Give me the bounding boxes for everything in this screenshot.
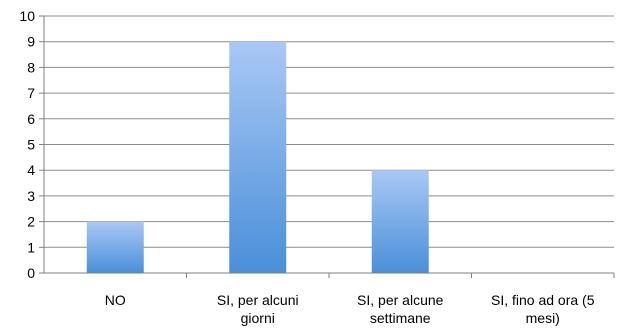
x-category-label: NO: [105, 292, 126, 308]
y-tick-label: 1: [27, 239, 35, 255]
x-category-label-line: SI, per alcuni: [217, 292, 299, 308]
y-tick-label: 6: [27, 111, 35, 127]
x-category-label-line: NO: [105, 292, 126, 308]
bar: [371, 170, 429, 273]
y-tick-label: 4: [27, 162, 35, 178]
y-tick-label: 5: [27, 137, 35, 153]
y-tick-label: 10: [19, 8, 35, 24]
y-tick-label: 9: [27, 34, 35, 50]
x-category-label-line: giorni: [241, 310, 275, 326]
y-tick-label: 2: [27, 214, 35, 230]
x-category-label-line: SI, per alcune: [357, 292, 444, 308]
x-axis-category-labels: NO SI, per alcuni giorni SI, per alcune sett…: [105, 292, 595, 326]
x-category-label: SI, fino ad ora (5 mesi): [491, 292, 595, 326]
y-tick-label: 3: [27, 188, 35, 204]
x-category-label-line: mesi): [526, 310, 560, 326]
y-tick-label: 7: [27, 85, 35, 101]
y-tick-label: 8: [27, 59, 35, 75]
bar: [229, 41, 287, 274]
x-category-label: SI, per alcuni giorni: [217, 292, 299, 326]
y-tick-label: 0: [27, 265, 35, 281]
bar: [86, 221, 144, 273]
x-category-label-line: SI, fino ad ora (5: [491, 292, 595, 308]
axes: [43, 16, 614, 274]
x-category-label: SI, per alcune settimane: [357, 292, 444, 326]
x-category-label-line: settimane: [370, 310, 431, 326]
y-axis-tick-labels: 0 1 2 3 4 5 6 7 8 9 10: [19, 8, 35, 281]
bars: [86, 41, 615, 278]
